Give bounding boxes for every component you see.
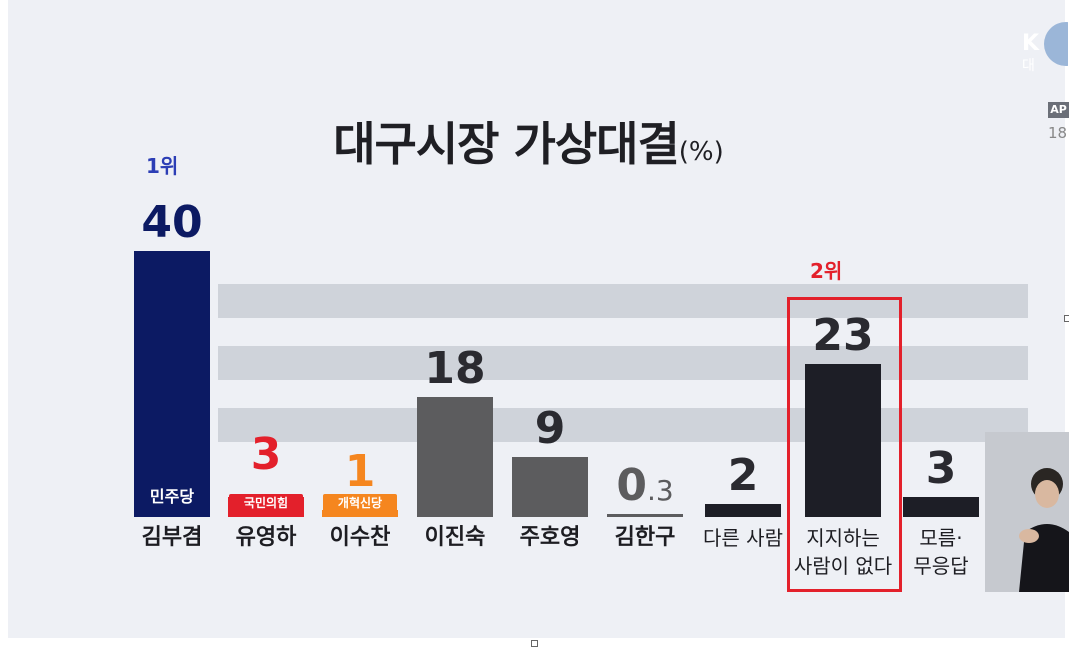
background-band	[218, 284, 1028, 318]
category-label-line: 사람이 없다	[793, 554, 893, 578]
bar	[134, 251, 210, 517]
bar	[705, 504, 781, 517]
category-label-line: 이진숙	[424, 525, 486, 550]
value-label: 1	[344, 446, 376, 497]
category-label: 이진숙	[395, 524, 515, 552]
broadcaster-number: 18	[1048, 124, 1068, 142]
logo-sub: 대	[1022, 58, 1035, 74]
chart-title: 대구시장 가상대결(%)	[0, 108, 1057, 174]
resize-handle[interactable]	[531, 640, 538, 647]
background-band	[218, 408, 1028, 442]
party-badge-ppp: 국민의힘	[229, 494, 303, 512]
logo-text: K	[1022, 31, 1040, 56]
value-label: 3	[250, 429, 282, 480]
category-label-line: 김부겸	[141, 525, 203, 550]
broadcaster-tag: AP	[1048, 102, 1069, 118]
bar	[903, 497, 979, 517]
sign-language-interpreter	[985, 432, 1069, 592]
category-label: 다른 사람	[683, 524, 803, 552]
category-label-line: 모름·	[919, 526, 963, 550]
value-label: 3	[925, 443, 957, 494]
category-label: 유영하	[206, 524, 326, 552]
interpreter-image	[985, 432, 1069, 592]
category-label-line: 지지하는	[806, 526, 880, 550]
party-badge-reform: 개혁신당	[323, 494, 397, 512]
category-label-line: 주호영	[519, 525, 581, 550]
rank-first-label: 1위	[146, 154, 179, 178]
bar	[805, 364, 881, 517]
category-label: 모름· 무응답	[881, 524, 1001, 580]
category-label-line: 유영하	[235, 525, 297, 550]
chart-title-text: 대구시장 가상대결	[333, 117, 680, 171]
category-label: 주호영	[490, 524, 610, 552]
bar	[512, 457, 588, 517]
background-band	[218, 346, 1028, 380]
bar	[322, 510, 398, 517]
chart-title-unit: (%)	[678, 137, 724, 167]
value-label-dec: .3	[646, 474, 674, 507]
resize-handle[interactable]	[1064, 315, 1069, 322]
logo-circle	[1044, 22, 1068, 66]
category-label-line: 무응답	[913, 554, 969, 578]
category-label-line: 다른 사람	[703, 526, 783, 550]
category-label-line: 이수찬	[329, 525, 391, 550]
bar	[417, 397, 493, 517]
category-label: 김부겸	[112, 524, 232, 552]
value-label: 2	[727, 450, 759, 501]
value-label: 0.3	[585, 464, 705, 513]
value-label: 40	[141, 197, 203, 248]
category-label-line: 김한구	[614, 525, 676, 550]
broadcaster-logo: K 대	[1022, 22, 1068, 74]
category-label: 이수찬	[300, 524, 420, 552]
highlight-box	[787, 297, 902, 592]
value-label-int: 0	[616, 460, 647, 511]
value-label: 9	[534, 403, 566, 454]
bar	[607, 514, 683, 517]
value-label: 23	[812, 310, 874, 361]
party-badge-democratic: 민주당	[149, 487, 195, 506]
category-label: 김한구	[585, 524, 705, 552]
value-label: 18	[424, 343, 486, 394]
rank-second-label: 2위	[810, 259, 843, 283]
